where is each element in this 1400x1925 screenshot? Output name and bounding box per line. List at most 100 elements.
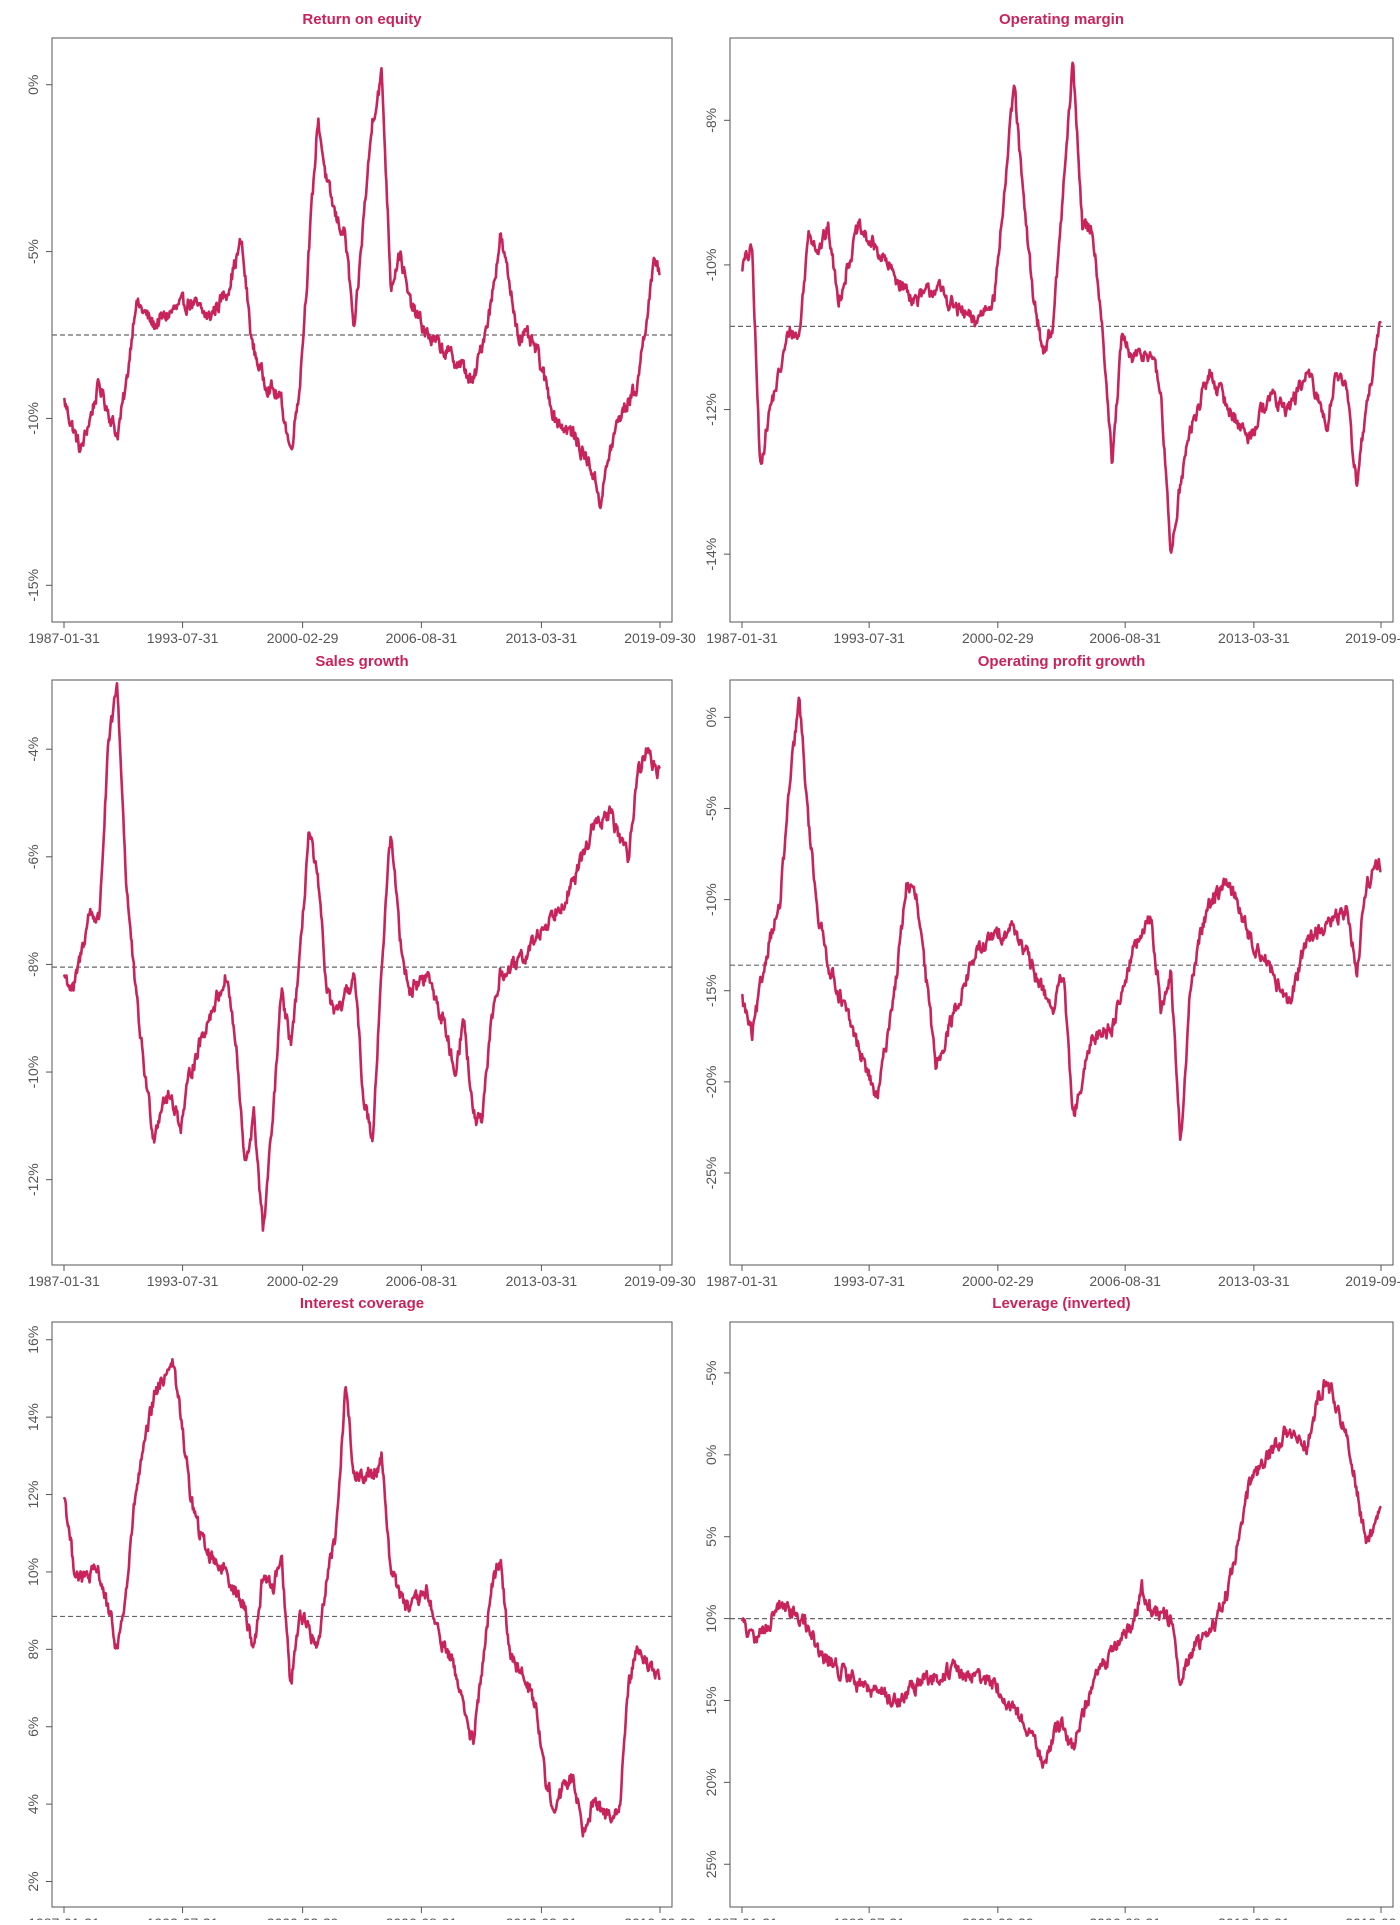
data-point: [1082, 1081, 1084, 1083]
data-point: [107, 748, 109, 750]
data-point: [1179, 1144, 1181, 1146]
data-point: [240, 240, 242, 242]
data-point: [317, 883, 319, 885]
data-point: [207, 1551, 209, 1553]
data-point: [390, 829, 392, 831]
chart-title: Operating margin: [999, 11, 1124, 28]
y-tick-label: 25%: [703, 1850, 719, 1878]
chart-title: Return on equity: [302, 11, 422, 28]
chart-panel: Return on equity -15% -10% -5% 0% 1987-01-31 1…: [25, 11, 696, 646]
data-point: [317, 117, 319, 119]
data-point: [153, 1135, 155, 1137]
x-tick-label: 2013-03-31: [506, 1273, 578, 1289]
data-point: [490, 300, 492, 302]
data-point: [143, 1071, 145, 1073]
data-point: [994, 293, 996, 295]
y-tick-label: -15%: [703, 974, 719, 1007]
data-point: [1082, 1716, 1084, 1718]
data-point: [508, 284, 510, 286]
y-tick-label: -5%: [703, 796, 719, 821]
data-point: [994, 1683, 996, 1685]
series-line: [741, 61, 1382, 554]
y-tick-label: 15%: [703, 1686, 719, 1714]
data-point: [353, 334, 355, 336]
data-point: [444, 351, 446, 353]
data-point: [499, 974, 501, 976]
x-tick-label: 2000-02-29: [962, 1915, 1034, 1920]
data-point: [262, 377, 264, 379]
data-point: [116, 1648, 118, 1650]
data-point: [490, 1590, 492, 1592]
x-tick-label: 2006-08-31: [386, 630, 458, 646]
data-point: [778, 908, 780, 910]
data-point: [1267, 394, 1269, 396]
x-tick-label: 2019-09-30: [624, 1273, 696, 1289]
data-point: [308, 1629, 310, 1631]
y-tick-label: -10%: [25, 1056, 41, 1089]
data-point: [1287, 1429, 1289, 1431]
data-point: [98, 1571, 100, 1573]
data-point: [1013, 1708, 1015, 1710]
plot-frame: [51, 679, 673, 1266]
data-point: [935, 1675, 937, 1677]
data-point: [116, 683, 118, 685]
data-point: [827, 228, 829, 230]
data-point: [408, 1609, 410, 1611]
x-tick-label: 2000-02-29: [962, 1273, 1034, 1289]
data-point: [253, 1114, 255, 1116]
data-point: [98, 920, 100, 922]
data-point: [1326, 926, 1328, 928]
data-point: [408, 300, 410, 302]
data-point: [1170, 1617, 1172, 1619]
data-point: [134, 300, 136, 302]
data-point: [1287, 408, 1289, 410]
data-point: [372, 1474, 374, 1476]
data-point: [627, 1687, 629, 1689]
x-tick-label: 2013-03-31: [1218, 1273, 1290, 1289]
plot-frame: [51, 37, 673, 623]
data-point: [1111, 1650, 1113, 1652]
data-point: [125, 384, 127, 386]
data-point: [751, 249, 753, 251]
data-point: [741, 999, 743, 1001]
data-point: [280, 401, 282, 403]
data-point: [426, 334, 428, 336]
x-tick-label: 2006-08-31: [386, 1915, 458, 1920]
x-tick-label: 2019-09-30: [1345, 630, 1400, 646]
data-point: [751, 1642, 753, 1644]
data-point: [180, 1125, 182, 1127]
y-tick-label: -12%: [703, 393, 719, 426]
data-point: [299, 384, 301, 386]
data-point: [1033, 971, 1035, 973]
data-point: [335, 1532, 337, 1534]
x-tick-label: 2013-03-31: [506, 1915, 578, 1920]
y-tick-label: 0%: [25, 75, 41, 95]
data-point: [326, 1571, 328, 1573]
data-point: [63, 1493, 65, 1495]
data-point: [1248, 437, 1250, 439]
data-point: [490, 1017, 492, 1019]
data-point: [335, 1017, 337, 1019]
data-point: [1130, 1626, 1132, 1628]
chart-title: Interest coverage: [300, 1295, 424, 1312]
data-point: [759, 466, 761, 468]
data-point: [508, 1648, 510, 1650]
data-point: [1365, 408, 1367, 410]
y-tick-label: 14%: [25, 1403, 41, 1431]
x-tick-label: 2019-09-30: [624, 630, 696, 646]
data-point: [1228, 408, 1230, 410]
data-point: [308, 829, 310, 831]
y-tick-label: -8%: [703, 108, 719, 133]
data-point: [80, 1579, 82, 1581]
x-tick-label: 2006-08-31: [1089, 1273, 1161, 1289]
data-point: [262, 1571, 264, 1573]
data-point: [974, 953, 976, 955]
x-tick-label: 2000-02-29: [267, 1915, 339, 1920]
data-point: [1121, 336, 1123, 338]
data-point: [590, 1803, 592, 1805]
data-point: [262, 1232, 264, 1234]
data-point: [954, 307, 956, 309]
data-point: [935, 285, 937, 287]
data-point: [896, 1699, 898, 1701]
data-point: [1150, 917, 1152, 919]
